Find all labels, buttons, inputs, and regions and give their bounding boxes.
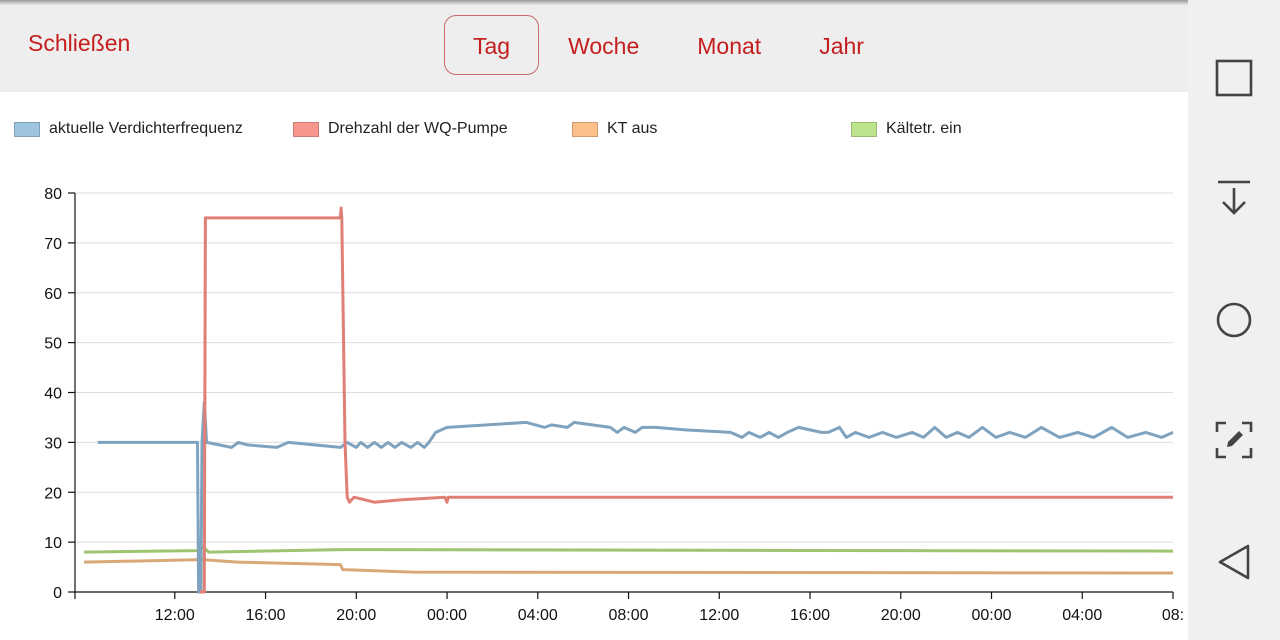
y-tick-label: 70 [44, 236, 62, 253]
legend-label: Drehzahl der WQ-Pumpe [328, 120, 508, 137]
header-bar: Schließen Tag Woche Monat Jahr [0, 0, 1188, 92]
screenshot-edit-icon[interactable] [1188, 400, 1280, 480]
download-icon[interactable] [1188, 158, 1280, 238]
line-chart: 0 10 20 30 40 50 60 70 80 12:00 16:00 20:00 00:00 04:… [44, 186, 1184, 624]
legend-swatch [851, 121, 877, 137]
y-tick-label: 20 [44, 485, 62, 502]
square-icon[interactable] [1188, 38, 1280, 118]
header-shadow [0, 0, 1188, 5]
legend-swatch [572, 121, 598, 137]
x-tick-label: 04:00 [518, 607, 558, 624]
system-nav-bar [1188, 0, 1280, 640]
y-tick-label: 60 [44, 286, 62, 303]
period-tabs: Tag Woche Monat Jahr [444, 14, 893, 76]
tab-month[interactable]: Monat [697, 33, 762, 59]
legend-item-kt-aus[interactable]: KT aus [572, 112, 657, 146]
y-tick-label: 40 [44, 386, 62, 403]
x-tick-label: 20:00 [881, 607, 921, 624]
legend-label: KT aus [607, 120, 658, 137]
legend-item-wq-pumpe[interactable]: Drehzahl der WQ-Pumpe [293, 112, 508, 146]
y-tick-label: 80 [44, 186, 62, 203]
legend-label: Kältetr. ein [886, 120, 962, 137]
tab-week[interactable]: Woche [568, 33, 640, 59]
x-tick-label: 12:00 [699, 607, 739, 624]
tab-day[interactable]: Tag [444, 15, 540, 75]
legend-swatch [293, 121, 319, 137]
legend-swatch [14, 121, 40, 137]
circle-icon[interactable] [1188, 280, 1280, 360]
legend-label: aktuelle Verdichterfrequenz [49, 120, 243, 137]
y-tick-label: 10 [44, 535, 62, 552]
close-button[interactable]: Schließen [28, 30, 131, 56]
x-tick-label: 12:00 [155, 607, 195, 624]
chart-legend: aktuelle Verdichterfrequenz Drehzahl der… [0, 112, 1188, 146]
x-tick-label: 16:00 [790, 607, 830, 624]
x-tick-label: 04:00 [1062, 607, 1102, 624]
legend-item-kaeltetr-ein[interactable]: Kältetr. ein [851, 112, 962, 146]
series-line-1 [199, 206, 1173, 594]
x-tick-label: 00:00 [971, 607, 1011, 624]
series-line-0 [97, 401, 1174, 594]
y-tick-label: 30 [44, 435, 62, 452]
legend-item-verdichterfrequenz[interactable]: aktuelle Verdichterfrequenz [14, 112, 243, 146]
y-tick-label: 50 [44, 336, 62, 353]
series-line-3 [84, 545, 1174, 554]
x-tick-label: 20:00 [336, 607, 376, 624]
back-triangle-icon[interactable] [1188, 522, 1280, 602]
x-tick-label: 08:00 [609, 607, 649, 624]
y-tick-label: 0 [53, 585, 62, 602]
x-tick-label: 16:00 [246, 607, 286, 624]
x-tick-label: 00:00 [427, 607, 467, 624]
x-tick-label: 08: [1162, 607, 1184, 624]
tab-year[interactable]: Jahr [819, 33, 864, 59]
series-line-2 [84, 558, 1174, 575]
